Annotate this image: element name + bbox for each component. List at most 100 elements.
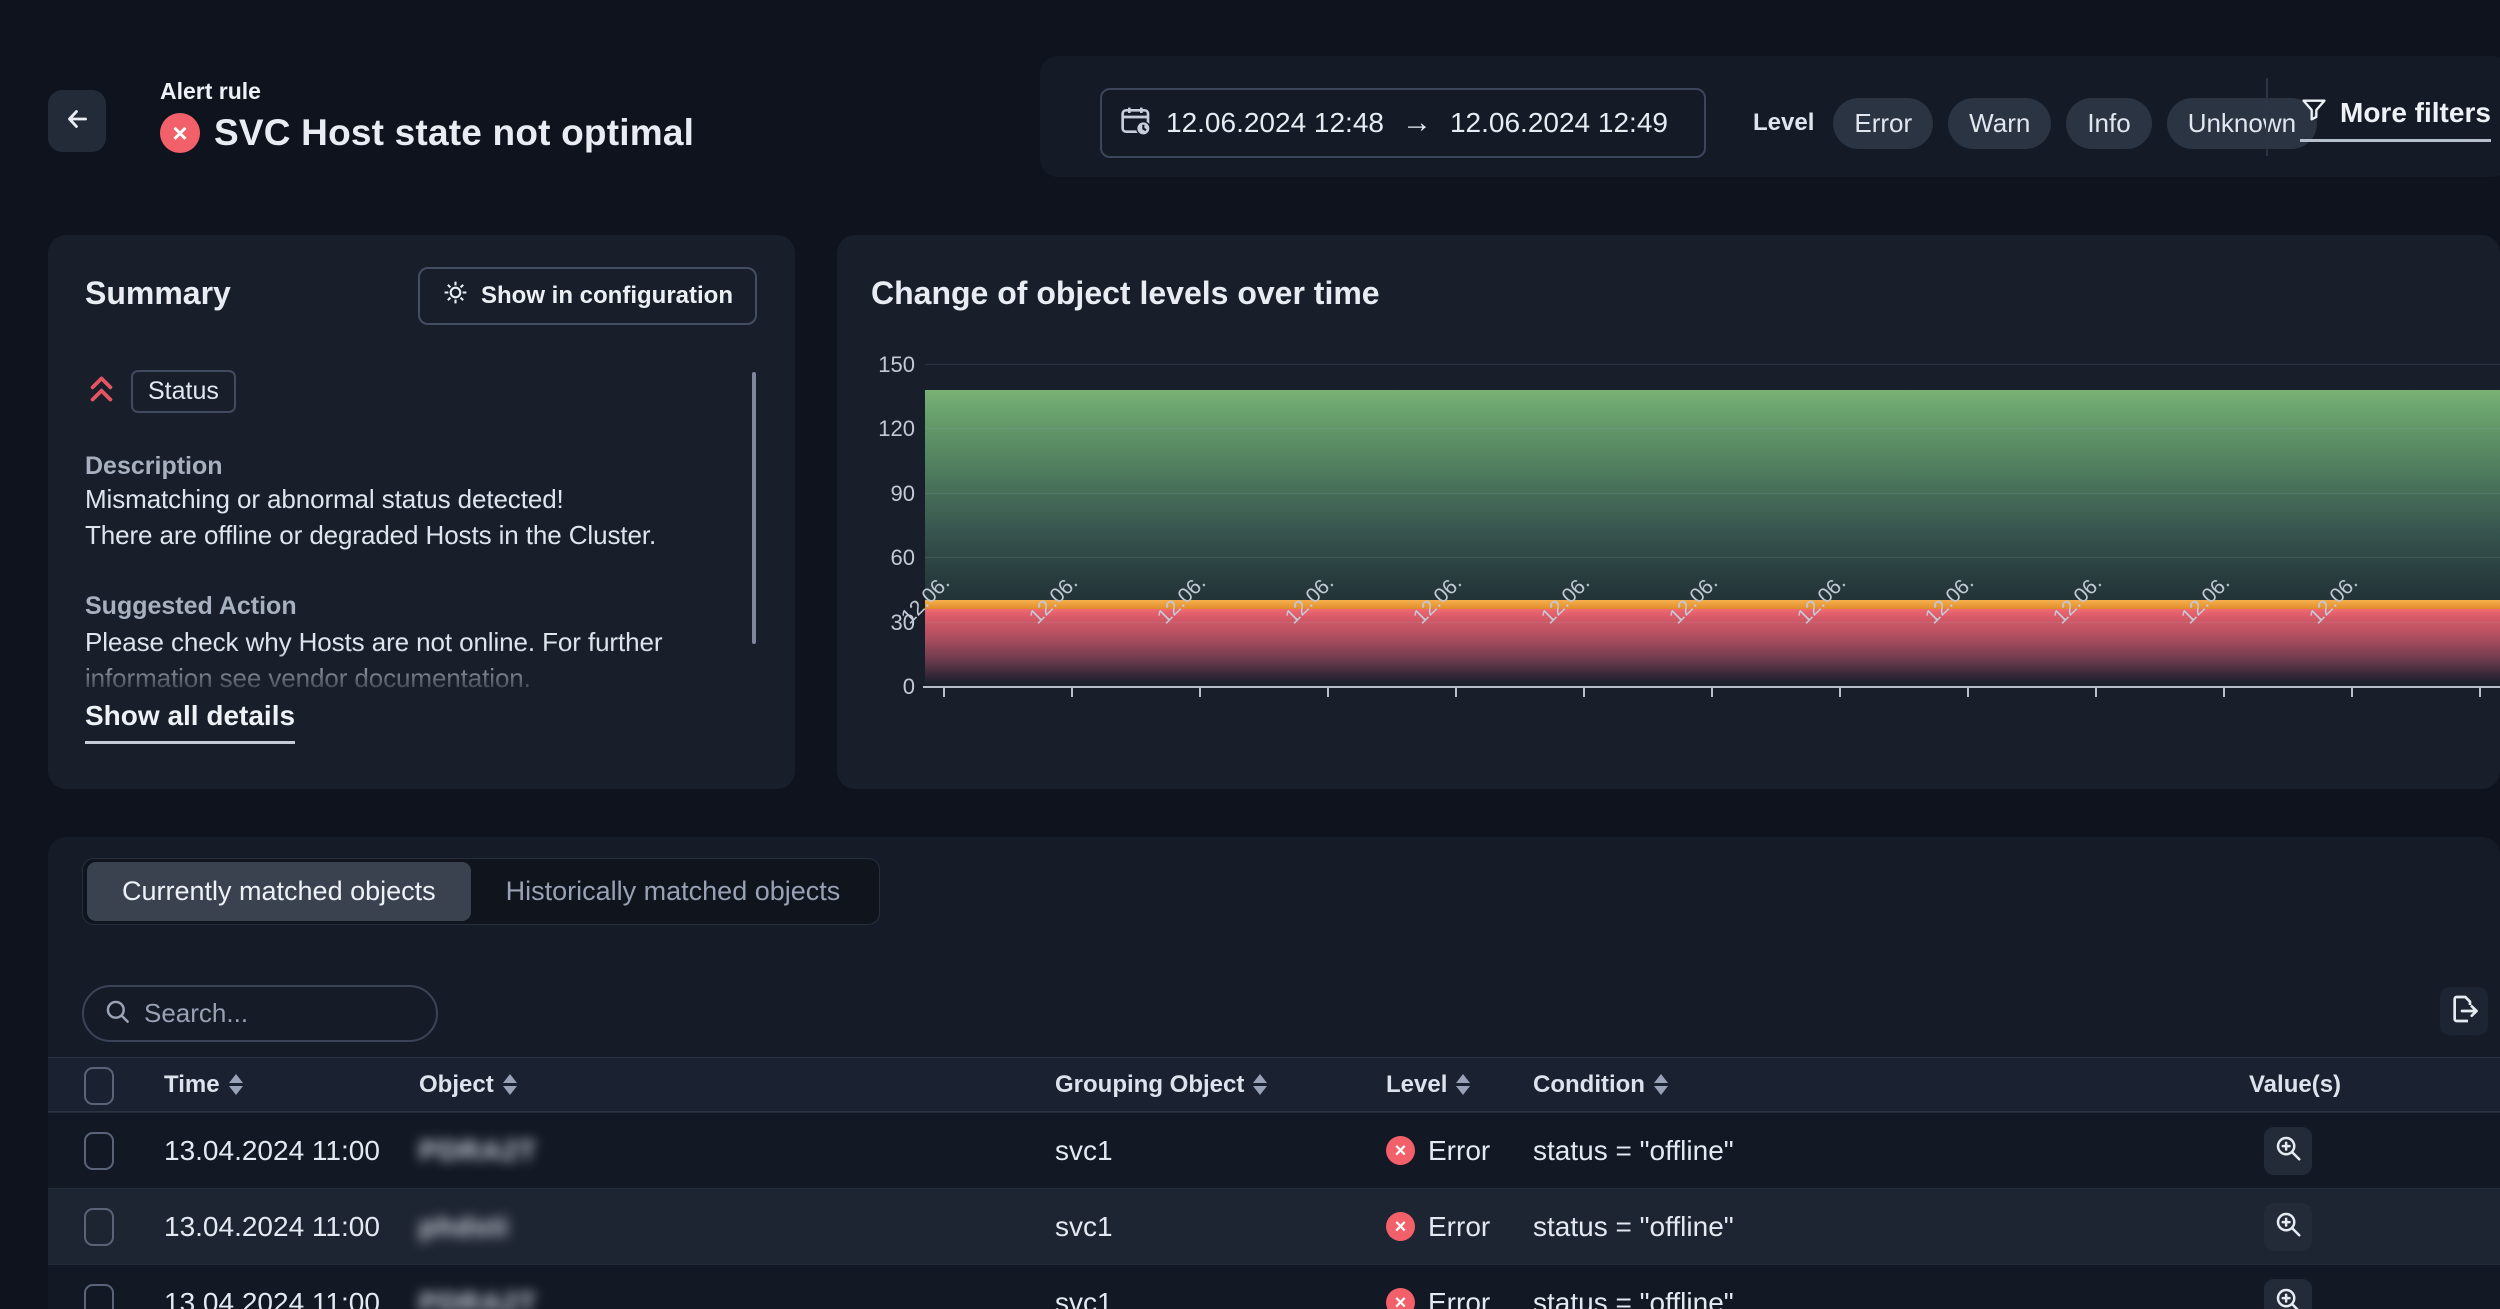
description-label: Description: [85, 452, 223, 481]
more-filters-button[interactable]: More filters: [2300, 96, 2491, 142]
show-all-details-link[interactable]: Show all details: [85, 700, 295, 744]
table-row[interactable]: 13.04.2024 11:00 PDRA2T svc1 × Error sta…: [48, 1112, 2500, 1188]
y-tick-0: 0: [857, 674, 915, 700]
level-filter-label: Level: [1753, 109, 1814, 137]
page-title: SVC Host state not optimal: [214, 112, 694, 154]
back-button[interactable]: [48, 90, 106, 152]
gridline-90: [925, 493, 2500, 494]
y-tick-120: 120: [857, 416, 915, 442]
x-tick: [1967, 688, 1969, 697]
sort-icon: [229, 1074, 243, 1095]
matched-objects-card: Currently matched objects Historically m…: [48, 837, 2500, 1309]
levels-chart-card: Change of object levels over time 150 12…: [837, 235, 2500, 789]
sort-icon: [1456, 1074, 1470, 1095]
tab-historically-matched[interactable]: Historically matched objects: [471, 862, 876, 921]
page-title-row: × SVC Host state not optimal: [160, 112, 694, 154]
column-header-condition[interactable]: Condition: [1533, 1071, 1668, 1099]
summary-scrollbar[interactable]: [752, 372, 756, 644]
funnel-icon: [2300, 96, 2328, 129]
zoom-in-values-button[interactable]: [2264, 1203, 2312, 1251]
zoom-in-values-button[interactable]: [2264, 1279, 2312, 1309]
cell-grouping-object: svc1: [1055, 1135, 1113, 1167]
column-header-grouping-object[interactable]: Grouping Object: [1055, 1071, 1267, 1099]
zoom-in-icon: [2273, 1209, 2303, 1244]
description-line-2: There are offline or degraded Hosts in t…: [85, 520, 656, 551]
summary-title: Summary: [85, 275, 231, 312]
cell-time: 13.04.2024 11:00: [164, 1287, 380, 1309]
arrow-left-icon: [62, 104, 92, 139]
gridline-120: [925, 428, 2500, 429]
error-status-icon: ×: [160, 113, 200, 153]
date-to: 12.06.2024 12:49: [1450, 107, 1668, 139]
show-in-configuration-label: Show in configuration: [481, 282, 733, 310]
column-header-level[interactable]: Level: [1386, 1071, 1470, 1099]
x-tick: [2351, 688, 2353, 697]
x-tick: [1711, 688, 1713, 697]
cell-time: 13.04.2024 11:00: [164, 1211, 380, 1243]
cell-level: × Error: [1386, 1287, 1490, 1309]
column-header-time[interactable]: Time: [164, 1071, 243, 1099]
table-header-row: Time Object Grouping Object Level Condit…: [48, 1057, 2500, 1112]
table-search: [82, 985, 438, 1042]
more-filters-underline: [2300, 139, 2491, 142]
cell-time: 13.04.2024 11:00: [164, 1135, 380, 1167]
more-filters-label: More filters: [2340, 97, 2491, 129]
matched-objects-tabs: Currently matched objects Historically m…: [82, 858, 880, 925]
header-divider: [2266, 78, 2268, 156]
table-row[interactable]: 13.04.2024 11:00 phdsti svc1 × Error sta…: [48, 1188, 2500, 1264]
error-level-icon: ×: [1386, 1136, 1415, 1165]
error-level-icon: ×: [1386, 1212, 1415, 1241]
cell-grouping-object: svc1: [1055, 1211, 1113, 1243]
critical-chevrons-icon: [88, 374, 115, 409]
tab-currently-matched[interactable]: Currently matched objects: [87, 862, 471, 921]
export-button[interactable]: [2440, 987, 2488, 1035]
search-input[interactable]: [144, 998, 479, 1029]
show-in-configuration-button[interactable]: Show in configuration: [418, 267, 757, 325]
row-checkbox[interactable]: [84, 1284, 114, 1309]
cell-object-censored: phdsti: [419, 1211, 509, 1243]
status-badge: Status: [131, 370, 236, 413]
cell-condition: status = "offline": [1533, 1287, 1734, 1309]
arrow-right-icon: →: [1398, 106, 1436, 140]
sort-icon: [503, 1074, 517, 1095]
y-tick-60: 60: [857, 545, 915, 571]
x-tick: [1071, 688, 1073, 697]
row-checkbox[interactable]: [84, 1208, 114, 1246]
status-row: Status: [88, 370, 236, 413]
x-tick: [2223, 688, 2225, 697]
table-row[interactable]: 13.04.2024 11:00 PDRA2T svc1 × Error sta…: [48, 1264, 2500, 1309]
summary-card: Summary Show in configuration Status Des…: [48, 235, 795, 789]
cell-object-censored: PDRA2T: [419, 1287, 537, 1309]
cell-level: × Error: [1386, 1211, 1490, 1243]
chart-title: Change of object levels over time: [871, 275, 1380, 312]
cell-condition: status = "offline": [1533, 1135, 1734, 1167]
zoom-in-values-button[interactable]: [2264, 1127, 2312, 1175]
level-chip-error[interactable]: Error: [1833, 98, 1933, 149]
level-chip-info[interactable]: Info: [2066, 98, 2151, 149]
level-chip-warn[interactable]: Warn: [1948, 98, 2051, 149]
page-kicker: Alert rule: [160, 78, 261, 105]
search-icon: [104, 998, 131, 1030]
level-filter-group: Level Error Warn Info Unknown: [1753, 88, 2317, 158]
alert-rule-page: Alert rule × SVC Host state not optimal …: [0, 0, 2500, 1309]
select-all-checkbox[interactable]: [84, 1067, 114, 1105]
x-tick: [943, 688, 945, 697]
cell-condition: status = "offline": [1533, 1211, 1734, 1243]
sort-icon: [1253, 1074, 1267, 1095]
file-export-icon: [2448, 993, 2480, 1030]
x-tick: [1327, 688, 1329, 697]
cell-object-censored: PDRA2T: [419, 1135, 537, 1167]
description-line-1: Mismatching or abnormal status detected!: [85, 484, 564, 515]
column-header-object[interactable]: Object: [419, 1071, 517, 1099]
date-range-picker[interactable]: 12.06.2024 12:48 → 12.06.2024 12:49: [1100, 88, 1706, 158]
gridline-60: [925, 557, 2500, 558]
level-chip-unknown[interactable]: Unknown: [2167, 98, 2317, 149]
x-tick: [1839, 688, 1841, 697]
y-tick-90: 90: [857, 481, 915, 507]
row-checkbox[interactable]: [84, 1132, 114, 1170]
cell-grouping-object: svc1: [1055, 1287, 1113, 1309]
suggested-action-label: Suggested Action: [85, 592, 297, 621]
error-level-icon: ×: [1386, 1288, 1415, 1309]
sort-icon: [1654, 1074, 1668, 1095]
x-tick: [1455, 688, 1457, 697]
